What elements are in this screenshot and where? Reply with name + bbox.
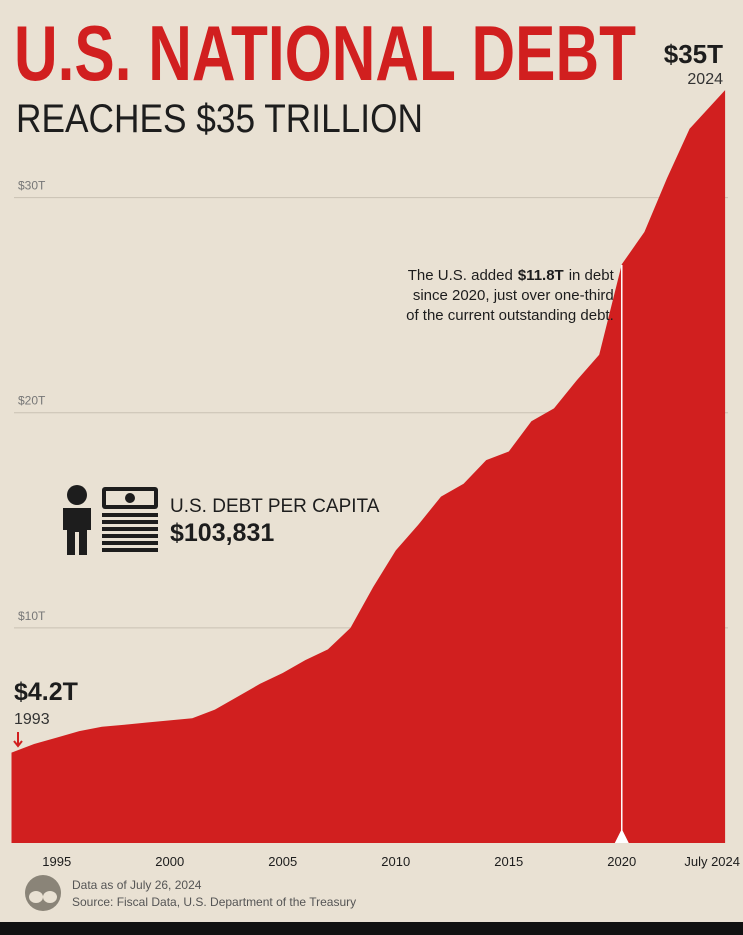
x-tick-label: 2000 — [155, 854, 184, 869]
footer-logo — [25, 875, 61, 911]
x-tick-label: 2010 — [381, 854, 410, 869]
annotation-text: since 2020, just over one-third — [413, 287, 614, 304]
start-amount: $4.2T — [14, 678, 78, 706]
start-year: 1993 — [14, 711, 50, 728]
debt-area — [11, 90, 726, 844]
y-tick-label: $30T — [18, 179, 46, 193]
per-capita-amount: $103,831 — [170, 519, 274, 547]
plot: 1995 2000 2005 2010 2015 2020 July 2024 The U.S… — [11, 90, 740, 869]
footer-source: Source: Fiscal Data, U.S. Department of … — [72, 895, 356, 909]
bottom-bar — [0, 922, 743, 935]
annotation-line-text: in debt — [569, 267, 615, 284]
per-capita-label: U.S. DEBT PER CAPITA — [170, 496, 380, 517]
annotation-text: The U.S. added $11.8T in debt — [408, 267, 615, 284]
annotation-amount: $11.8T — [518, 267, 564, 284]
per-capita-icon — [63, 485, 158, 555]
x-tick-label: July 2024 — [684, 854, 740, 869]
chart-title: U.S. NATIONAL DEBT — [14, 9, 636, 97]
y-tick-label: $20T — [18, 394, 46, 408]
x-tick-label: 1995 — [42, 854, 71, 869]
annotation-marker — [614, 829, 629, 843]
footer-date: Data as of July 26, 2024 — [72, 878, 202, 892]
y-tick-label: $10T — [18, 609, 46, 623]
start-arrow — [13, 732, 23, 748]
x-tick-label: 2015 — [494, 854, 523, 869]
end-year: 2024 — [687, 71, 723, 88]
end-amount: $35T — [664, 39, 723, 69]
x-tick-label: 2020 — [607, 854, 636, 869]
chart-subtitle: REACHES $35 TRILLION — [16, 97, 423, 141]
annotation-lead: The U.S. added — [408, 267, 513, 284]
x-tick-label: 2005 — [268, 854, 297, 869]
annotation-text: of the current outstanding debt. — [406, 307, 614, 324]
